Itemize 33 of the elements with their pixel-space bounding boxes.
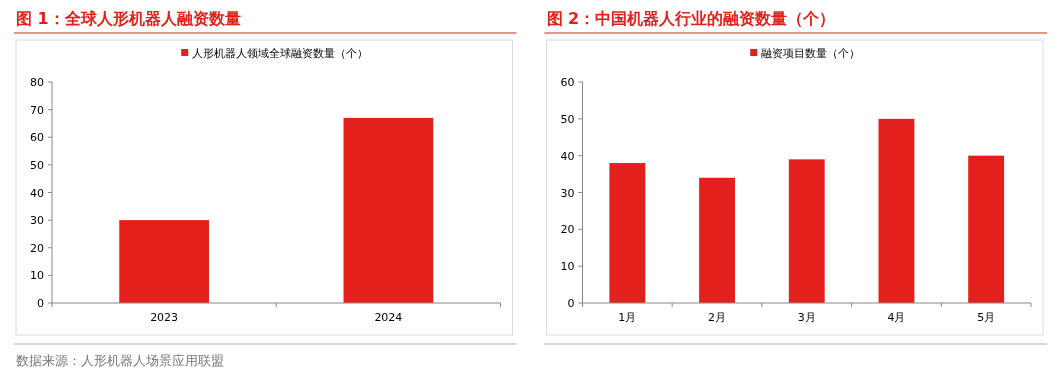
y-tick-label: 0 xyxy=(37,297,44,310)
bar xyxy=(788,159,825,303)
y-tick-label: 50 xyxy=(560,112,575,126)
y-tick-label: 60 xyxy=(30,131,44,145)
bar xyxy=(609,163,646,303)
legend-label: 人形机器人领域全球融资数量（个） xyxy=(192,47,369,59)
chart-title: 图 1：全球人形机器人融资数量 xyxy=(16,9,241,28)
y-tick-label: 0 xyxy=(567,297,575,310)
y-tick-label: 10 xyxy=(560,260,575,274)
source-note: 数据来源：人形机器人场景应用联盟 xyxy=(16,353,224,368)
legend-label: 融资项目数量（个） xyxy=(761,47,861,59)
y-tick-label: 40 xyxy=(30,186,44,200)
y-tick-label: 40 xyxy=(560,149,575,163)
bar xyxy=(968,155,1005,303)
x-tick-label: 4月 xyxy=(887,311,906,324)
y-tick-label: 30 xyxy=(30,214,44,228)
y-tick-label: 30 xyxy=(560,186,575,200)
bar xyxy=(878,118,915,303)
y-tick-label: 20 xyxy=(30,241,44,255)
x-tick-label: 2024 xyxy=(374,311,403,324)
x-tick-label: 2月 xyxy=(708,311,727,324)
y-tick-label: 80 xyxy=(30,76,44,89)
bar xyxy=(699,177,735,303)
x-tick-label: 5月 xyxy=(977,311,996,324)
chart-title: 图 2：中国机器人行业的融资数量（个） xyxy=(546,9,836,28)
y-tick-label: 70 xyxy=(30,103,44,117)
x-tick-label: 2023 xyxy=(150,311,179,324)
y-tick-label: 60 xyxy=(560,76,575,89)
y-tick-label: 20 xyxy=(560,223,575,237)
y-tick-label: 50 xyxy=(30,158,44,172)
y-tick-label: 10 xyxy=(30,269,44,283)
x-tick-label: 1月 xyxy=(618,311,637,324)
x-tick-label: 3月 xyxy=(797,311,816,324)
